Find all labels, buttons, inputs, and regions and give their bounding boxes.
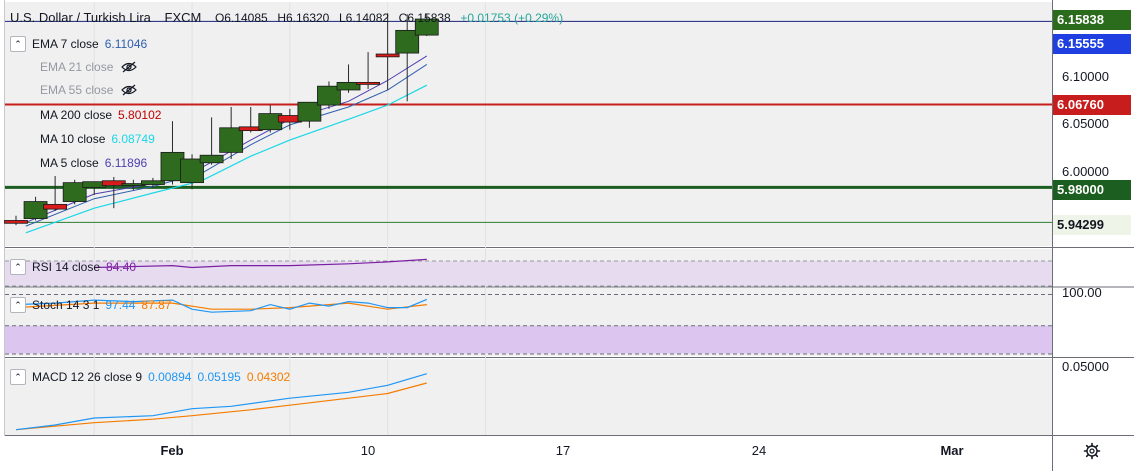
macd-hist-value: 0.04302 — [246, 370, 291, 384]
macd-pane — [5, 359, 1052, 435]
price-tag-crosshair: 6.15555 — [1053, 34, 1131, 54]
symbol-title[interactable]: U.S. Dollar / Turkish Lira — [10, 10, 151, 25]
stoch-axis-label: 100.00 — [1062, 285, 1102, 300]
candle-body — [4, 220, 28, 224]
collapse-pane-button[interactable]: ⌃ — [10, 369, 26, 385]
candle-body — [43, 203, 68, 210]
candle-body — [297, 101, 322, 122]
indicator-value: 6.11896 — [104, 156, 148, 170]
price-tag-low: 5.94299 — [1053, 215, 1131, 235]
price-axis-label: 6.10000 — [1062, 69, 1109, 84]
ohlc-low: L6.14082 — [338, 11, 390, 25]
candle-body — [62, 182, 87, 202]
stoch-k-line — [15, 298, 428, 313]
rsi-legend[interactable]: ⌃ RSI 14 close 84.40 — [10, 258, 136, 276]
candle-body — [414, 18, 439, 36]
rsi-line — [94, 258, 427, 269]
candle-body — [199, 154, 224, 164]
indicator-ema21[interactable]: EMA 21 close — [40, 58, 138, 76]
candle-body — [141, 180, 165, 185]
indicator-ma5[interactable]: MA 5 close 6.11896 — [40, 154, 147, 172]
gear-icon[interactable] — [1083, 442, 1101, 460]
indicator-label: EMA 7 close — [32, 37, 99, 51]
ohlc-close: C6.15838 — [398, 11, 451, 25]
time-axis-label: 10 — [360, 443, 376, 458]
chart-header: U.S. Dollar / Turkish Lira FXCM O6.14085… — [10, 10, 563, 25]
indicator-ma200[interactable]: MA 200 close 5.80102 — [40, 106, 161, 124]
indicator-label: MA 5 close — [40, 156, 99, 170]
macd-value: 0.00894 — [148, 370, 192, 384]
price-change: +0.01753 (+0.29%) — [460, 11, 564, 25]
macd-line — [15, 373, 427, 431]
indicator-ema55[interactable]: EMA 55 close — [40, 81, 138, 99]
rsi-band — [5, 261, 1052, 286]
indicator-value: 6.11046 — [104, 37, 148, 51]
indicator-label: Stoch 14 3 1 — [32, 298, 100, 312]
time-axis-label: Feb — [160, 443, 184, 458]
candle-body — [23, 201, 48, 219]
candle-body — [180, 158, 204, 184]
candle-body — [356, 81, 380, 85]
indicator-value: 5.80102 — [118, 108, 162, 122]
stoch-d-line — [15, 302, 427, 310]
price-pane — [5, 2, 1052, 246]
eye-off-icon[interactable] — [121, 84, 138, 96]
time-axis-label: 24 — [751, 443, 767, 458]
indicator-label: EMA 55 close — [40, 83, 114, 97]
indicator-label: MA 10 close — [40, 132, 106, 146]
price-axis-label: 6.05000 — [1062, 116, 1109, 131]
candle-body — [375, 53, 400, 58]
stoch-legend[interactable]: ⌃ Stoch 14 3 1 97.44 87.87 — [10, 296, 171, 314]
indicator-label: EMA 21 close — [40, 60, 114, 74]
ohlc-high: H6.16320 — [277, 11, 330, 25]
indicator-label: RSI 14 close — [32, 260, 101, 274]
indicator-label: MA 200 close — [40, 108, 113, 122]
eye-off-icon[interactable] — [121, 61, 138, 73]
candle-body — [219, 127, 244, 153]
collapse-pane-button[interactable]: ⌃ — [10, 259, 26, 275]
time-axis — [0, 436, 1052, 471]
candle-body — [317, 85, 341, 106]
price-axis-label: 6.00000 — [1062, 164, 1109, 179]
indicator-label: MACD 12 26 close 9 — [32, 370, 143, 384]
time-axis-label: 17 — [555, 443, 571, 458]
price-tag-last: 6.15838 — [1053, 10, 1131, 30]
indicator-value: 6.08749 — [111, 132, 155, 146]
stoch-d-value: 87.87 — [141, 298, 172, 312]
candle-body — [101, 180, 126, 186]
stoch-k-value: 97.44 — [105, 298, 136, 312]
exchange-name: FXCM — [164, 10, 202, 25]
macd-signal-value: 0.05195 — [197, 370, 241, 384]
indicator-ema7[interactable]: ⌃ EMA 7 close 6.11046 — [10, 35, 147, 53]
candle-body — [336, 81, 361, 91]
price-tag-support: 5.98000 — [1053, 180, 1131, 200]
indicator-value: 84.40 — [106, 260, 137, 274]
candle-body — [395, 29, 420, 54]
collapse-pane-button[interactable]: ⌃ — [10, 297, 26, 313]
time-axis-label: Mar — [940, 443, 964, 458]
price-tag-resistance: 6.06760 — [1053, 95, 1131, 115]
macd-legend[interactable]: ⌃ MACD 12 26 close 9 0.00894 0.05195 0.0… — [10, 368, 290, 386]
macd-axis-label: 0.05000 — [1062, 359, 1109, 374]
stoch-band — [5, 325, 1052, 354]
collapse-legend-button[interactable]: ⌃ — [10, 36, 26, 52]
ohlc-open: O6.14085 — [214, 11, 268, 25]
indicator-ma10[interactable]: MA 10 close 6.08749 — [40, 130, 155, 148]
macd-signal-line — [15, 382, 427, 431]
